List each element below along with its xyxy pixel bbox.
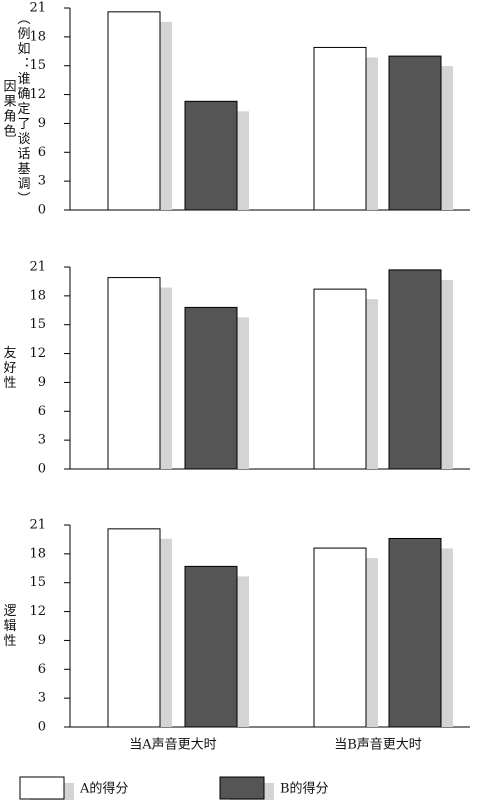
y-axis-label: （例如：谁确定了谈话基调） <box>15 12 31 207</box>
y-tick-label: 18 <box>29 29 46 44</box>
y-tick-label: 0 <box>38 203 46 218</box>
bar <box>107 277 161 470</box>
y-tick-label: 12 <box>29 87 46 102</box>
y-axis-label: 友好性 <box>1 345 17 391</box>
y-tick-label: 18 <box>29 288 46 303</box>
legend-swatch <box>19 776 65 800</box>
y-tick-label: 6 <box>38 404 46 419</box>
y-tick-label: 9 <box>38 633 46 648</box>
bar <box>184 100 238 211</box>
y-tick-label: 9 <box>38 116 46 131</box>
y-axis-label: 因果角色 <box>1 79 17 139</box>
y-tick-label: 21 <box>29 1 46 16</box>
legend-label: A的得分 <box>79 781 128 797</box>
bar <box>107 528 161 728</box>
y-tick-label: 18 <box>29 546 46 561</box>
y-tick-label: 21 <box>29 518 46 533</box>
y-tick-label: 9 <box>38 375 46 390</box>
y-tick-label: 6 <box>38 145 46 160</box>
y-axis-label: 逻辑性 <box>1 604 17 649</box>
bar <box>388 537 442 728</box>
y-tick-label: 3 <box>38 433 46 448</box>
y-tick-label: 0 <box>38 720 46 735</box>
bar <box>184 306 238 470</box>
y-tick-label: 15 <box>29 575 46 590</box>
bar <box>313 288 367 470</box>
legend-label: B的得分 <box>280 781 329 797</box>
y-tick-label: 0 <box>38 462 46 477</box>
y-tick-label: 15 <box>29 317 46 332</box>
y-tick-label: 15 <box>29 58 46 73</box>
bar <box>388 55 442 211</box>
legend-swatch <box>219 776 265 800</box>
bar <box>107 11 161 211</box>
bar <box>313 547 367 728</box>
bar <box>388 269 442 470</box>
y-tick-label: 21 <box>29 260 46 275</box>
y-tick-label: 3 <box>38 691 46 706</box>
y-tick-label: 3 <box>38 174 46 189</box>
bar <box>313 46 367 211</box>
y-tick-label: 6 <box>38 662 46 677</box>
x-tick-label: 当B声音更大时 <box>334 737 422 753</box>
bar <box>184 565 238 728</box>
y-tick-label: 12 <box>29 346 46 361</box>
y-tick-label: 12 <box>29 604 46 619</box>
x-tick-label: 当A声音更大时 <box>129 737 216 753</box>
